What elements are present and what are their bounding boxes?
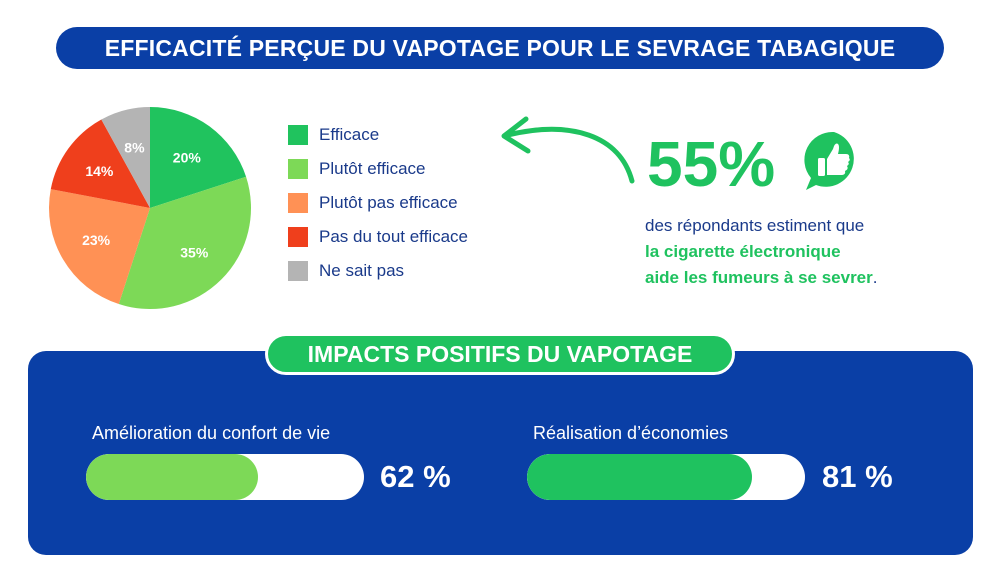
legend-item: Efficace <box>288 124 468 146</box>
legend-swatch <box>288 193 308 213</box>
legend-item: Plutôt pas efficace <box>288 192 468 214</box>
pie-chart: 20% 35% 23% 14% 8% <box>48 107 252 309</box>
pie-legend: Efficace Plutôt efficace Plutôt pas effica… <box>288 124 468 294</box>
highlight-percentage: 55% <box>647 128 776 200</box>
pie-label-1: 20% <box>173 149 202 165</box>
pie-slice-1 <box>150 107 247 208</box>
legend-label: Pas du tout efficace <box>319 227 469 246</box>
pie-slice-5 <box>101 107 150 208</box>
pie-label-4: 14% <box>85 163 114 179</box>
impacts-title: IMPACTS POSITIFS DU VAPOTAGE <box>265 333 735 375</box>
progress-fill-economies <box>527 454 753 500</box>
pie-slice-3 <box>48 189 150 305</box>
legend-swatch <box>288 159 308 179</box>
bar-value-economies: 81 % <box>822 459 893 494</box>
legend-label: Plutôt pas efficace <box>319 193 458 212</box>
bar-label-economies: Réalisation d’économies <box>533 423 729 443</box>
progress-track-economies <box>527 454 805 500</box>
pie-label-3: 23% <box>82 232 111 248</box>
highlight-description: des répondants estiment que la cigarette… <box>645 216 878 287</box>
legend-label: Efficace <box>319 125 380 144</box>
pie-label-2: 35% <box>180 244 209 260</box>
legend-label: Plutôt efficace <box>319 159 426 178</box>
bar-value-confort: 62 % <box>380 459 451 494</box>
pie-slice-2 <box>118 176 252 309</box>
legend-item: Ne sait pas <box>288 260 468 282</box>
legend-swatch <box>288 125 308 145</box>
legend-swatch <box>288 227 308 247</box>
legend-label: Ne sait pas <box>319 261 405 280</box>
progress-fill-confort <box>86 454 259 500</box>
pie-slice-4 <box>50 119 150 208</box>
progress-track-confort <box>86 454 364 500</box>
pie-label-5: 8% <box>124 139 145 155</box>
page-title: EFFICACITÉ PERÇUE DU VAPOTAGE POUR LE SE… <box>56 27 944 69</box>
bar-label-confort: Amélioration du confort de vie <box>92 423 331 443</box>
impacts-panel: Amélioration du confort de vie 62 % Réal… <box>28 351 973 555</box>
legend-swatch <box>288 261 308 281</box>
legend-item: Plutôt efficace <box>288 158 468 180</box>
curved-arrow-icon <box>501 116 635 184</box>
thumbs-up-icon <box>804 131 854 190</box>
legend-item: Pas du tout efficace <box>288 226 468 248</box>
